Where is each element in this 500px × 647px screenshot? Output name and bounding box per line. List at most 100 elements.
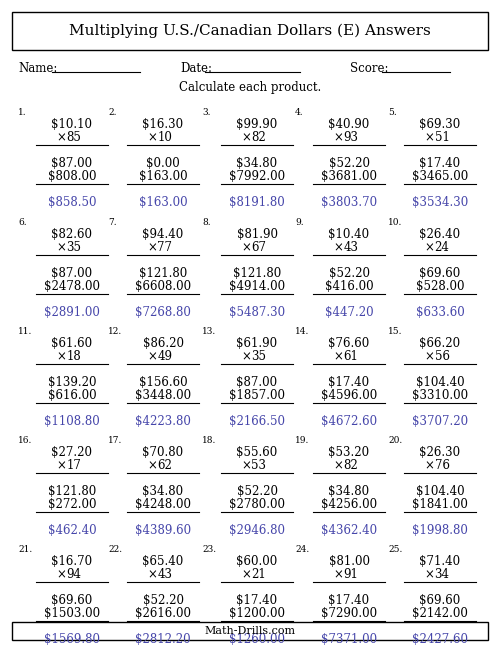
Text: $71.40: $71.40 (420, 555, 461, 568)
Text: 53: 53 (252, 459, 266, 472)
Text: $40.90: $40.90 (328, 118, 370, 131)
Text: $163.00: $163.00 (138, 170, 188, 183)
Text: 6.: 6. (18, 218, 26, 227)
Text: $81.90: $81.90 (236, 228, 278, 241)
Text: $2891.00: $2891.00 (44, 306, 100, 319)
Text: $3707.20: $3707.20 (412, 415, 468, 428)
Text: $87.00: $87.00 (52, 157, 92, 170)
Text: $3448.00: $3448.00 (135, 389, 191, 402)
Text: $34.80: $34.80 (328, 485, 370, 498)
Text: 11.: 11. (18, 327, 32, 336)
Text: 8.: 8. (202, 218, 210, 227)
Text: 34: 34 (434, 568, 450, 581)
Text: 3.: 3. (202, 108, 210, 117)
Text: 9.: 9. (295, 218, 304, 227)
Text: $633.60: $633.60 (416, 306, 465, 319)
Text: $4389.60: $4389.60 (135, 524, 191, 537)
Text: 76: 76 (434, 459, 450, 472)
Text: $34.80: $34.80 (142, 485, 184, 498)
Text: ×: × (147, 350, 157, 363)
Text: 23.: 23. (202, 545, 216, 554)
Text: $4362.40: $4362.40 (321, 524, 377, 537)
Text: $2427.60: $2427.60 (412, 633, 468, 646)
Text: ×: × (424, 568, 434, 581)
Text: ×: × (56, 350, 66, 363)
Text: $4596.00: $4596.00 (321, 389, 377, 402)
Text: 51: 51 (434, 131, 450, 144)
Text: $4672.60: $4672.60 (321, 415, 377, 428)
Text: $2946.80: $2946.80 (229, 524, 285, 537)
Text: $447.20: $447.20 (324, 306, 374, 319)
Text: ×: × (333, 568, 343, 581)
Text: 35: 35 (252, 350, 266, 363)
Text: 20.: 20. (388, 436, 402, 445)
Text: $87.00: $87.00 (236, 376, 278, 389)
Text: $69.60: $69.60 (52, 594, 92, 607)
Text: ×: × (333, 459, 343, 472)
Text: $69.30: $69.30 (420, 118, 461, 131)
Text: $86.20: $86.20 (142, 337, 184, 350)
Text: 43: 43 (344, 241, 358, 254)
Text: ×: × (147, 241, 157, 254)
Text: $17.40: $17.40 (420, 157, 461, 170)
Text: $7371.00: $7371.00 (321, 633, 377, 646)
Text: 49: 49 (158, 350, 172, 363)
Text: $87.00: $87.00 (52, 267, 92, 280)
Text: 1.: 1. (18, 108, 26, 117)
Text: $17.40: $17.40 (328, 594, 370, 607)
Text: ×: × (333, 350, 343, 363)
Text: $7268.80: $7268.80 (135, 306, 191, 319)
Text: $26.30: $26.30 (420, 446, 461, 459)
Text: $104.40: $104.40 (416, 485, 465, 498)
Text: ×: × (56, 241, 66, 254)
Text: ×: × (424, 131, 434, 144)
Text: Score:: Score: (350, 61, 389, 74)
Text: $2166.50: $2166.50 (229, 415, 285, 428)
Text: $53.20: $53.20 (328, 446, 370, 459)
Text: $163.00: $163.00 (138, 196, 188, 209)
Text: $34.80: $34.80 (236, 157, 278, 170)
Text: $4256.00: $4256.00 (321, 498, 377, 511)
Text: 82: 82 (252, 131, 266, 144)
Text: $94.40: $94.40 (142, 228, 184, 241)
Text: $808.00: $808.00 (48, 170, 96, 183)
Text: $139.20: $139.20 (48, 376, 96, 389)
Text: 17.: 17. (108, 436, 122, 445)
Text: ×: × (333, 241, 343, 254)
Text: 67: 67 (252, 241, 266, 254)
Text: 62: 62 (158, 459, 172, 472)
Text: $99.90: $99.90 (236, 118, 278, 131)
Text: $16.30: $16.30 (142, 118, 184, 131)
Text: $4248.00: $4248.00 (135, 498, 191, 511)
Text: 22.: 22. (108, 545, 122, 554)
Text: 15.: 15. (388, 327, 402, 336)
Text: 25.: 25. (388, 545, 402, 554)
Text: 5.: 5. (388, 108, 397, 117)
Text: $52.20: $52.20 (328, 267, 370, 280)
Text: 94: 94 (66, 568, 82, 581)
Text: 19.: 19. (295, 436, 310, 445)
Text: 18: 18 (66, 350, 82, 363)
Text: $5487.30: $5487.30 (229, 306, 285, 319)
Text: $2616.00: $2616.00 (135, 607, 191, 620)
Text: $26.40: $26.40 (420, 228, 461, 241)
Text: 61: 61 (344, 350, 358, 363)
Text: $81.00: $81.00 (328, 555, 370, 568)
Text: $10.10: $10.10 (52, 118, 92, 131)
Text: $2142.00: $2142.00 (412, 607, 468, 620)
Text: $2780.00: $2780.00 (229, 498, 285, 511)
Text: $7992.00: $7992.00 (229, 170, 285, 183)
Text: ×: × (147, 131, 157, 144)
Text: $6608.00: $6608.00 (135, 280, 191, 293)
Text: ×: × (241, 131, 251, 144)
Text: 13.: 13. (202, 327, 216, 336)
Text: $7290.00: $7290.00 (321, 607, 377, 620)
Text: Calculate each product.: Calculate each product. (179, 82, 321, 94)
Text: $61.60: $61.60 (52, 337, 92, 350)
Text: $272.00: $272.00 (48, 498, 96, 511)
Text: $65.40: $65.40 (142, 555, 184, 568)
Text: 12.: 12. (108, 327, 122, 336)
Text: $52.20: $52.20 (142, 594, 184, 607)
Text: $69.60: $69.60 (420, 594, 461, 607)
Text: $1841.00: $1841.00 (412, 498, 468, 511)
